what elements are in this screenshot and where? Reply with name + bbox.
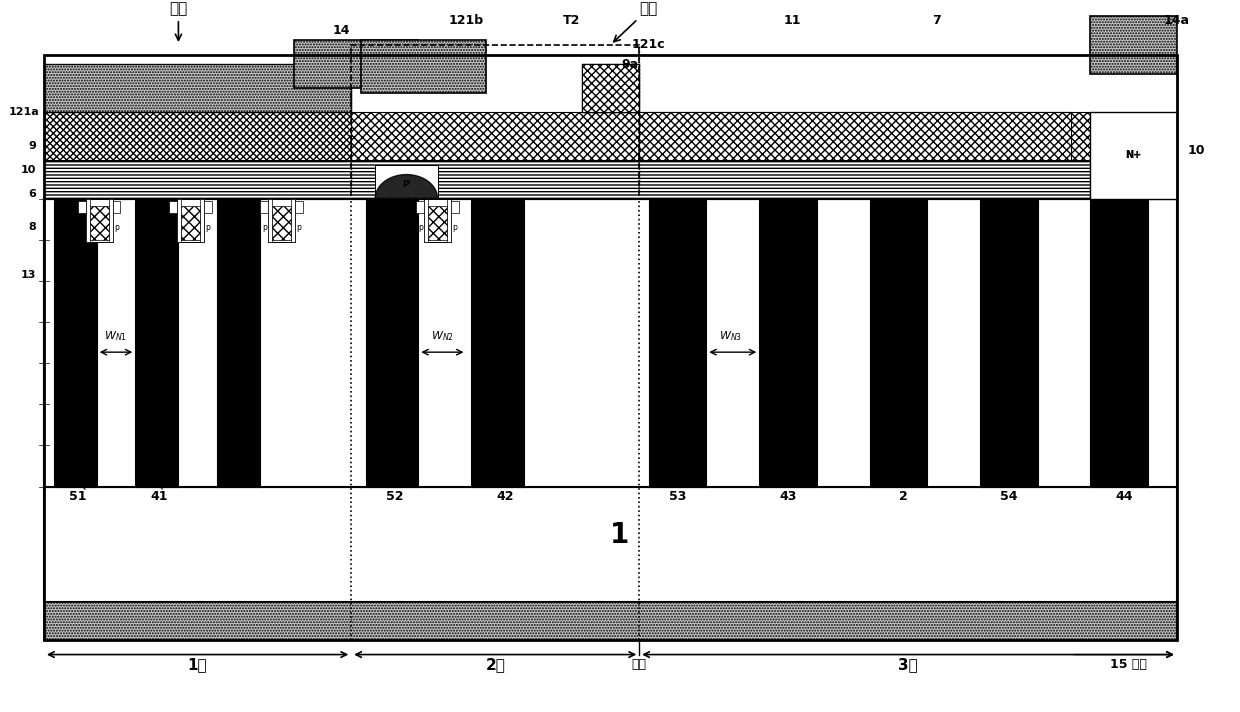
Bar <box>109 199 113 242</box>
Text: $W_{N2}$: $W_{N2}$ <box>432 329 454 342</box>
Text: 13: 13 <box>21 271 36 281</box>
Bar <box>177 199 181 242</box>
Bar <box>181 206 200 240</box>
Bar <box>217 199 260 486</box>
Text: 9: 9 <box>29 141 36 151</box>
Bar <box>291 199 295 242</box>
Bar <box>86 199 113 242</box>
Bar <box>424 199 428 242</box>
Text: $W_{N1}$: $W_{N1}$ <box>104 329 128 342</box>
Text: 14a: 14a <box>1164 14 1190 28</box>
Text: p: p <box>79 223 84 232</box>
Bar <box>113 201 120 213</box>
Bar <box>376 165 438 199</box>
Text: p: p <box>453 223 458 232</box>
Text: 15 漏极: 15 漏极 <box>1110 658 1147 671</box>
Text: 栋极: 栋极 <box>614 1 658 42</box>
Text: 10: 10 <box>21 164 36 174</box>
Bar <box>351 45 639 199</box>
Text: 9a: 9a <box>621 58 639 70</box>
Text: 52: 52 <box>386 490 403 503</box>
Text: 6: 6 <box>29 189 36 199</box>
Text: p: p <box>171 223 176 232</box>
Text: p: p <box>114 223 119 232</box>
Text: 42: 42 <box>496 490 513 503</box>
Text: p: p <box>296 223 301 232</box>
Bar <box>78 201 86 213</box>
Text: 11: 11 <box>784 14 801 28</box>
Text: 121a: 121a <box>9 108 40 117</box>
Bar <box>1090 199 1148 486</box>
Bar <box>43 112 1090 160</box>
Bar <box>582 64 639 112</box>
Text: 漏极: 漏极 <box>631 658 647 671</box>
Bar <box>43 486 1177 602</box>
Text: 3区: 3区 <box>898 656 918 671</box>
Bar <box>428 206 448 240</box>
Bar <box>203 201 212 213</box>
Bar <box>43 112 351 160</box>
Text: 121c: 121c <box>632 38 666 51</box>
Text: 44: 44 <box>1115 490 1133 503</box>
Bar <box>43 160 1090 199</box>
Text: 1: 1 <box>610 520 630 548</box>
Bar <box>759 199 817 486</box>
Text: 14: 14 <box>332 24 351 37</box>
Bar <box>53 199 97 486</box>
Bar <box>366 199 418 486</box>
Bar <box>451 201 459 213</box>
Text: T2: T2 <box>563 14 580 28</box>
Bar <box>417 201 424 213</box>
Bar <box>86 199 89 242</box>
Bar <box>471 199 525 486</box>
Text: 2: 2 <box>899 490 908 503</box>
Text: 121b: 121b <box>449 14 484 28</box>
Text: 53: 53 <box>668 490 686 503</box>
Text: P': P' <box>402 179 412 189</box>
Bar <box>43 64 351 112</box>
Text: p: p <box>418 223 423 232</box>
Bar <box>869 199 928 486</box>
Bar <box>361 40 486 93</box>
Bar <box>200 199 203 242</box>
Bar <box>294 40 418 88</box>
Text: p: p <box>206 223 210 232</box>
Text: 41: 41 <box>150 490 167 503</box>
Polygon shape <box>376 174 438 199</box>
Bar <box>260 201 268 213</box>
Bar <box>43 602 1177 640</box>
Bar <box>1090 112 1177 199</box>
Bar <box>639 112 1071 160</box>
Bar <box>980 199 1038 486</box>
Bar <box>43 199 1177 486</box>
Text: 2区: 2区 <box>485 656 505 671</box>
Bar <box>170 201 177 213</box>
Bar <box>1090 16 1177 74</box>
Text: $W_{N3}$: $W_{N3}$ <box>719 329 742 342</box>
Text: 10: 10 <box>1187 144 1205 157</box>
Bar <box>424 199 451 242</box>
Bar <box>43 55 1177 640</box>
Bar <box>268 199 295 242</box>
Text: N+: N+ <box>1126 150 1142 160</box>
Bar <box>135 199 179 486</box>
Bar <box>649 199 707 486</box>
Bar <box>582 64 639 112</box>
Text: 1区: 1区 <box>187 656 207 671</box>
Text: N+: N+ <box>1126 150 1142 160</box>
Bar <box>448 199 451 242</box>
Text: 8: 8 <box>29 222 36 232</box>
Bar <box>268 199 272 242</box>
Text: 7: 7 <box>932 14 941 28</box>
Text: 51: 51 <box>69 490 87 503</box>
Text: 43: 43 <box>779 490 796 503</box>
Bar <box>89 206 109 240</box>
Bar <box>177 199 203 242</box>
Text: p: p <box>262 223 267 232</box>
Text: 54: 54 <box>999 490 1018 503</box>
Bar <box>272 206 291 240</box>
Text: 源极: 源极 <box>170 1 187 41</box>
Bar <box>295 201 303 213</box>
